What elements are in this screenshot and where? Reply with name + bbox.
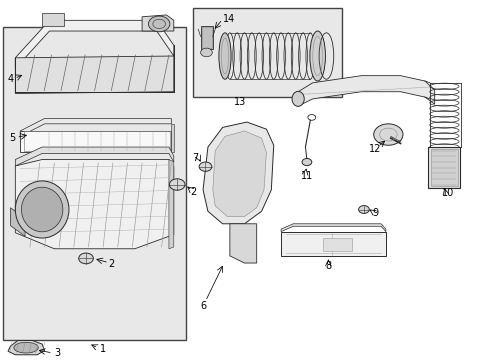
- Text: 6: 6: [200, 301, 206, 311]
- Polygon shape: [298, 76, 434, 106]
- Polygon shape: [171, 124, 173, 152]
- Polygon shape: [20, 131, 171, 152]
- Text: 3: 3: [54, 348, 61, 358]
- Polygon shape: [15, 147, 173, 166]
- Bar: [201, 27, 211, 48]
- Text: 8: 8: [325, 261, 331, 271]
- Bar: [193, 8, 341, 97]
- Circle shape: [200, 48, 212, 57]
- Polygon shape: [15, 20, 173, 68]
- Text: 14: 14: [222, 14, 234, 23]
- Ellipse shape: [15, 181, 69, 238]
- Polygon shape: [281, 231, 385, 256]
- Ellipse shape: [291, 91, 304, 106]
- Polygon shape: [203, 122, 273, 224]
- Polygon shape: [212, 131, 266, 217]
- Circle shape: [148, 16, 169, 32]
- Bar: [322, 238, 351, 251]
- Ellipse shape: [14, 342, 38, 353]
- Circle shape: [302, 158, 311, 166]
- Circle shape: [79, 253, 93, 264]
- Circle shape: [199, 162, 211, 171]
- Text: 13: 13: [233, 98, 245, 107]
- Polygon shape: [142, 15, 173, 31]
- Bar: [200, 26, 212, 49]
- Polygon shape: [20, 118, 171, 136]
- Text: 4: 4: [8, 74, 14, 84]
- Ellipse shape: [219, 33, 231, 79]
- Text: 10: 10: [441, 188, 453, 198]
- Ellipse shape: [309, 31, 325, 81]
- Circle shape: [169, 179, 184, 190]
- Polygon shape: [10, 208, 25, 236]
- Polygon shape: [8, 341, 44, 355]
- Circle shape: [373, 124, 402, 145]
- Text: 11: 11: [300, 171, 312, 181]
- Polygon shape: [15, 159, 173, 249]
- Polygon shape: [229, 224, 256, 263]
- Polygon shape: [15, 56, 173, 94]
- Bar: [3, 27, 185, 340]
- Bar: [427, 147, 459, 188]
- Text: 5: 5: [9, 133, 16, 143]
- Text: 7: 7: [192, 153, 199, 163]
- Text: 2: 2: [189, 186, 196, 197]
- Ellipse shape: [21, 187, 63, 232]
- Text: 9: 9: [371, 208, 378, 218]
- Text: 12: 12: [368, 144, 381, 154]
- Circle shape: [358, 206, 368, 213]
- Polygon shape: [168, 159, 173, 249]
- Polygon shape: [42, 13, 64, 26]
- Bar: [24, 131, 170, 151]
- Text: 1: 1: [100, 344, 106, 354]
- Bar: [430, 149, 457, 186]
- Text: 2: 2: [108, 259, 114, 269]
- Polygon shape: [281, 224, 385, 231]
